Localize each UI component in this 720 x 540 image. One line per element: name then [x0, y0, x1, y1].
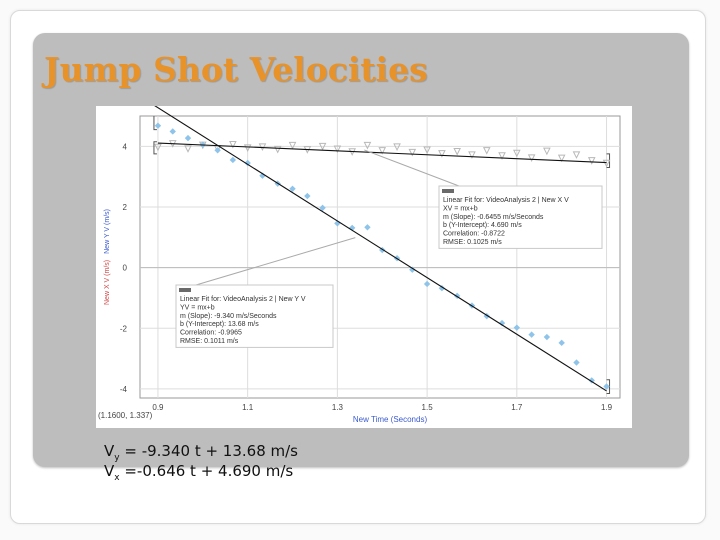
- equation-var: V: [104, 442, 115, 460]
- vx-fit-annotation-leader: [364, 149, 460, 187]
- x-tick-label: 1.1: [242, 403, 254, 412]
- y-tick-label: -4: [120, 385, 128, 394]
- vy-data-point: [409, 266, 416, 273]
- vy-fit-annotation-line: RMSE: 0.1011 m/s: [180, 338, 239, 345]
- vx-data-point: [378, 147, 387, 155]
- vx-data-point: [557, 154, 566, 163]
- vy-fit-annotation-line: b (Y-Intercept): 13.68 m/s: [180, 321, 259, 328]
- equation-expression: =-0.646 t + 4.690 m/s: [119, 462, 294, 480]
- vy-fit-annotation-box-handle: [179, 288, 191, 292]
- x-axis-label: New Time (Seconds): [353, 415, 428, 424]
- x-tick-label: 1.5: [422, 403, 434, 412]
- vx-data-point: [513, 149, 521, 158]
- equation-subscript: x: [114, 473, 120, 483]
- x-tick-label: 1.9: [601, 403, 613, 412]
- vx-data-point: [273, 145, 282, 154]
- y-tick-label: 0: [123, 264, 128, 273]
- vx-fit-annotation-line: RMSE: 0.1025 m/s: [443, 239, 502, 246]
- equation-var: V: [104, 462, 115, 480]
- vx-data-point: [333, 145, 342, 154]
- vx-data-point: [438, 150, 446, 158]
- equation-subscript: y: [114, 453, 120, 463]
- vx-fit-annotation-line: b (Y-Intercept): 4.690 m/s: [443, 222, 522, 229]
- vy-data-point: [558, 339, 565, 347]
- fit-range-bracket-vx-left: [153, 141, 157, 155]
- vy-data-point: [169, 128, 176, 135]
- vx-data-point: [572, 151, 581, 159]
- y-tick-label: -2: [120, 324, 128, 333]
- equation-vx: Vx =-0.646 t + 4.690 m/s: [104, 462, 293, 483]
- vx-data-point: [258, 143, 267, 152]
- vy-fit-annotation-line: Linear Fit for: VideoAnalysis 2 | New Y …: [180, 296, 306, 303]
- x-tick-label: 1.3: [332, 403, 344, 412]
- vy-fit-annotation-line: YV = mx+b: [180, 304, 215, 311]
- chart-svg: 0.9 1.1 1.3 1.5 1.7 1.9 -4 -2 0 2 4 New Time (Secon…: [98, 106, 621, 424]
- vx-data-point: [154, 143, 162, 152]
- x-tick-label: 0.9: [152, 403, 164, 412]
- vx-data-point: [468, 151, 476, 159]
- vx-data-point: [423, 146, 431, 155]
- vy-data-point: [289, 185, 296, 192]
- equation-expression: = -9.340 t + 13.68 m/s: [119, 442, 298, 460]
- vy-fit-annotation-line: m (Slope): -9.340 m/s/Seconds: [180, 313, 277, 320]
- y-axis-label-y: New Y V (m/s): [104, 209, 111, 254]
- vx-fit-line: [157, 142, 607, 164]
- vy-fit-annotation-box: [175, 284, 334, 348]
- vx-data-point: [482, 147, 491, 155]
- vx-data-point: [363, 141, 372, 150]
- vy-fit-line: [154, 106, 607, 392]
- vy-data-point: [573, 359, 580, 366]
- vy-data-point: [184, 134, 192, 142]
- vy-data-point: [214, 147, 221, 154]
- vx-data-point: [243, 144, 252, 152]
- vx-data-point: [527, 154, 536, 162]
- vy-data-point: [483, 312, 490, 320]
- vy-data-point: [334, 220, 341, 227]
- vy-fit-annotation-line: Correlation: -0.9965: [180, 330, 242, 337]
- vx-fit-annotation-line: Linear Fit for: VideoAnalysis 2 | New X …: [443, 197, 569, 204]
- vx-data-point: [318, 142, 327, 151]
- vx-data-point: [393, 143, 401, 152]
- vx-fit-annotation-line: m (Slope): -0.6455 m/s/Seconds: [443, 214, 544, 221]
- vx-data-point: [543, 147, 551, 156]
- fit-range-bracket-vy-left: [153, 116, 157, 131]
- vy-data-point: [438, 285, 446, 292]
- vx-fit-annotation-line: Correlation: -0.8722: [443, 231, 505, 238]
- vy-data-point: [304, 192, 311, 200]
- y-tick-label: 2: [123, 203, 128, 212]
- vx-data-point: [453, 147, 461, 156]
- vy-data-point: [154, 122, 162, 129]
- vx-fit-annotation-box: [438, 185, 603, 249]
- slide-title: Jump Shot Velocities: [44, 50, 428, 89]
- vy-fit-annotation-leader: [195, 237, 356, 286]
- vx-fit-annotation-line: XV = mx+b: [443, 205, 478, 212]
- plot-area: [139, 115, 621, 399]
- y-axis-label-x: New X V (m/s): [104, 260, 111, 305]
- chart: 0.9 1.1 1.3 1.5 1.7 1.9 -4 -2 0 2 4 New Time (Secon…: [96, 106, 632, 428]
- vy-data-point: [498, 319, 506, 327]
- cursor-readout: (1.1600, 1.337): [98, 411, 153, 420]
- vx-data-point: [587, 157, 596, 165]
- equation-vy: Vy = -9.340 t + 13.68 m/s: [104, 442, 298, 463]
- vy-data-point: [423, 280, 431, 288]
- y-tick-label: 4: [123, 142, 128, 151]
- vy-data-point: [229, 156, 237, 164]
- vx-data-point: [229, 141, 237, 149]
- vx-data-point: [408, 148, 417, 157]
- vx-fit-annotation-box-handle: [442, 189, 454, 193]
- vx-data-point: [288, 141, 297, 150]
- vx-data-point: [602, 159, 611, 168]
- vx-data-point: [498, 152, 506, 160]
- vy-data-point: [364, 224, 371, 231]
- vx-data-point: [184, 145, 192, 153]
- x-tick-label: 1.7: [511, 403, 523, 412]
- y-axis-label: New X V (m/s) New Y V (m/s): [104, 209, 111, 305]
